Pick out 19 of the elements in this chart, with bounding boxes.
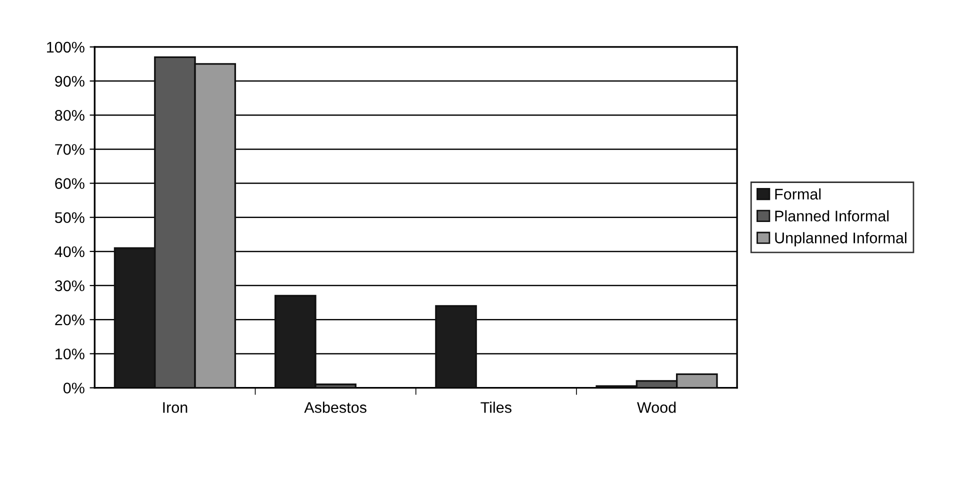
y-tick-label: 40% — [54, 246, 84, 258]
legend-label: Planned Informal — [775, 210, 889, 222]
legend-label: Formal — [775, 188, 821, 200]
x-tick-label: Tiles — [480, 402, 512, 413]
y-tick-label: 60% — [55, 178, 84, 189]
x-tick-label: Wood — [637, 402, 676, 413]
x-tick-label: Iron — [163, 402, 188, 413]
y-tick-label: 30% — [54, 280, 84, 292]
y-tick-label: 100% — [47, 42, 84, 53]
y-tick-label: 70% — [55, 144, 84, 155]
y-tick-label: 0% — [63, 382, 84, 394]
y-tick-label: 90% — [55, 76, 84, 87]
y-tick-label: 10% — [56, 348, 84, 360]
bar — [435, 305, 477, 388]
y-tick-label: 80% — [55, 110, 84, 121]
legend-label: Unplanned Informal — [775, 232, 906, 246]
y-tick-label: 20% — [55, 314, 84, 326]
y-tick-label: 50% — [54, 212, 84, 224]
x-tick-label: Asbestos — [304, 402, 366, 413]
